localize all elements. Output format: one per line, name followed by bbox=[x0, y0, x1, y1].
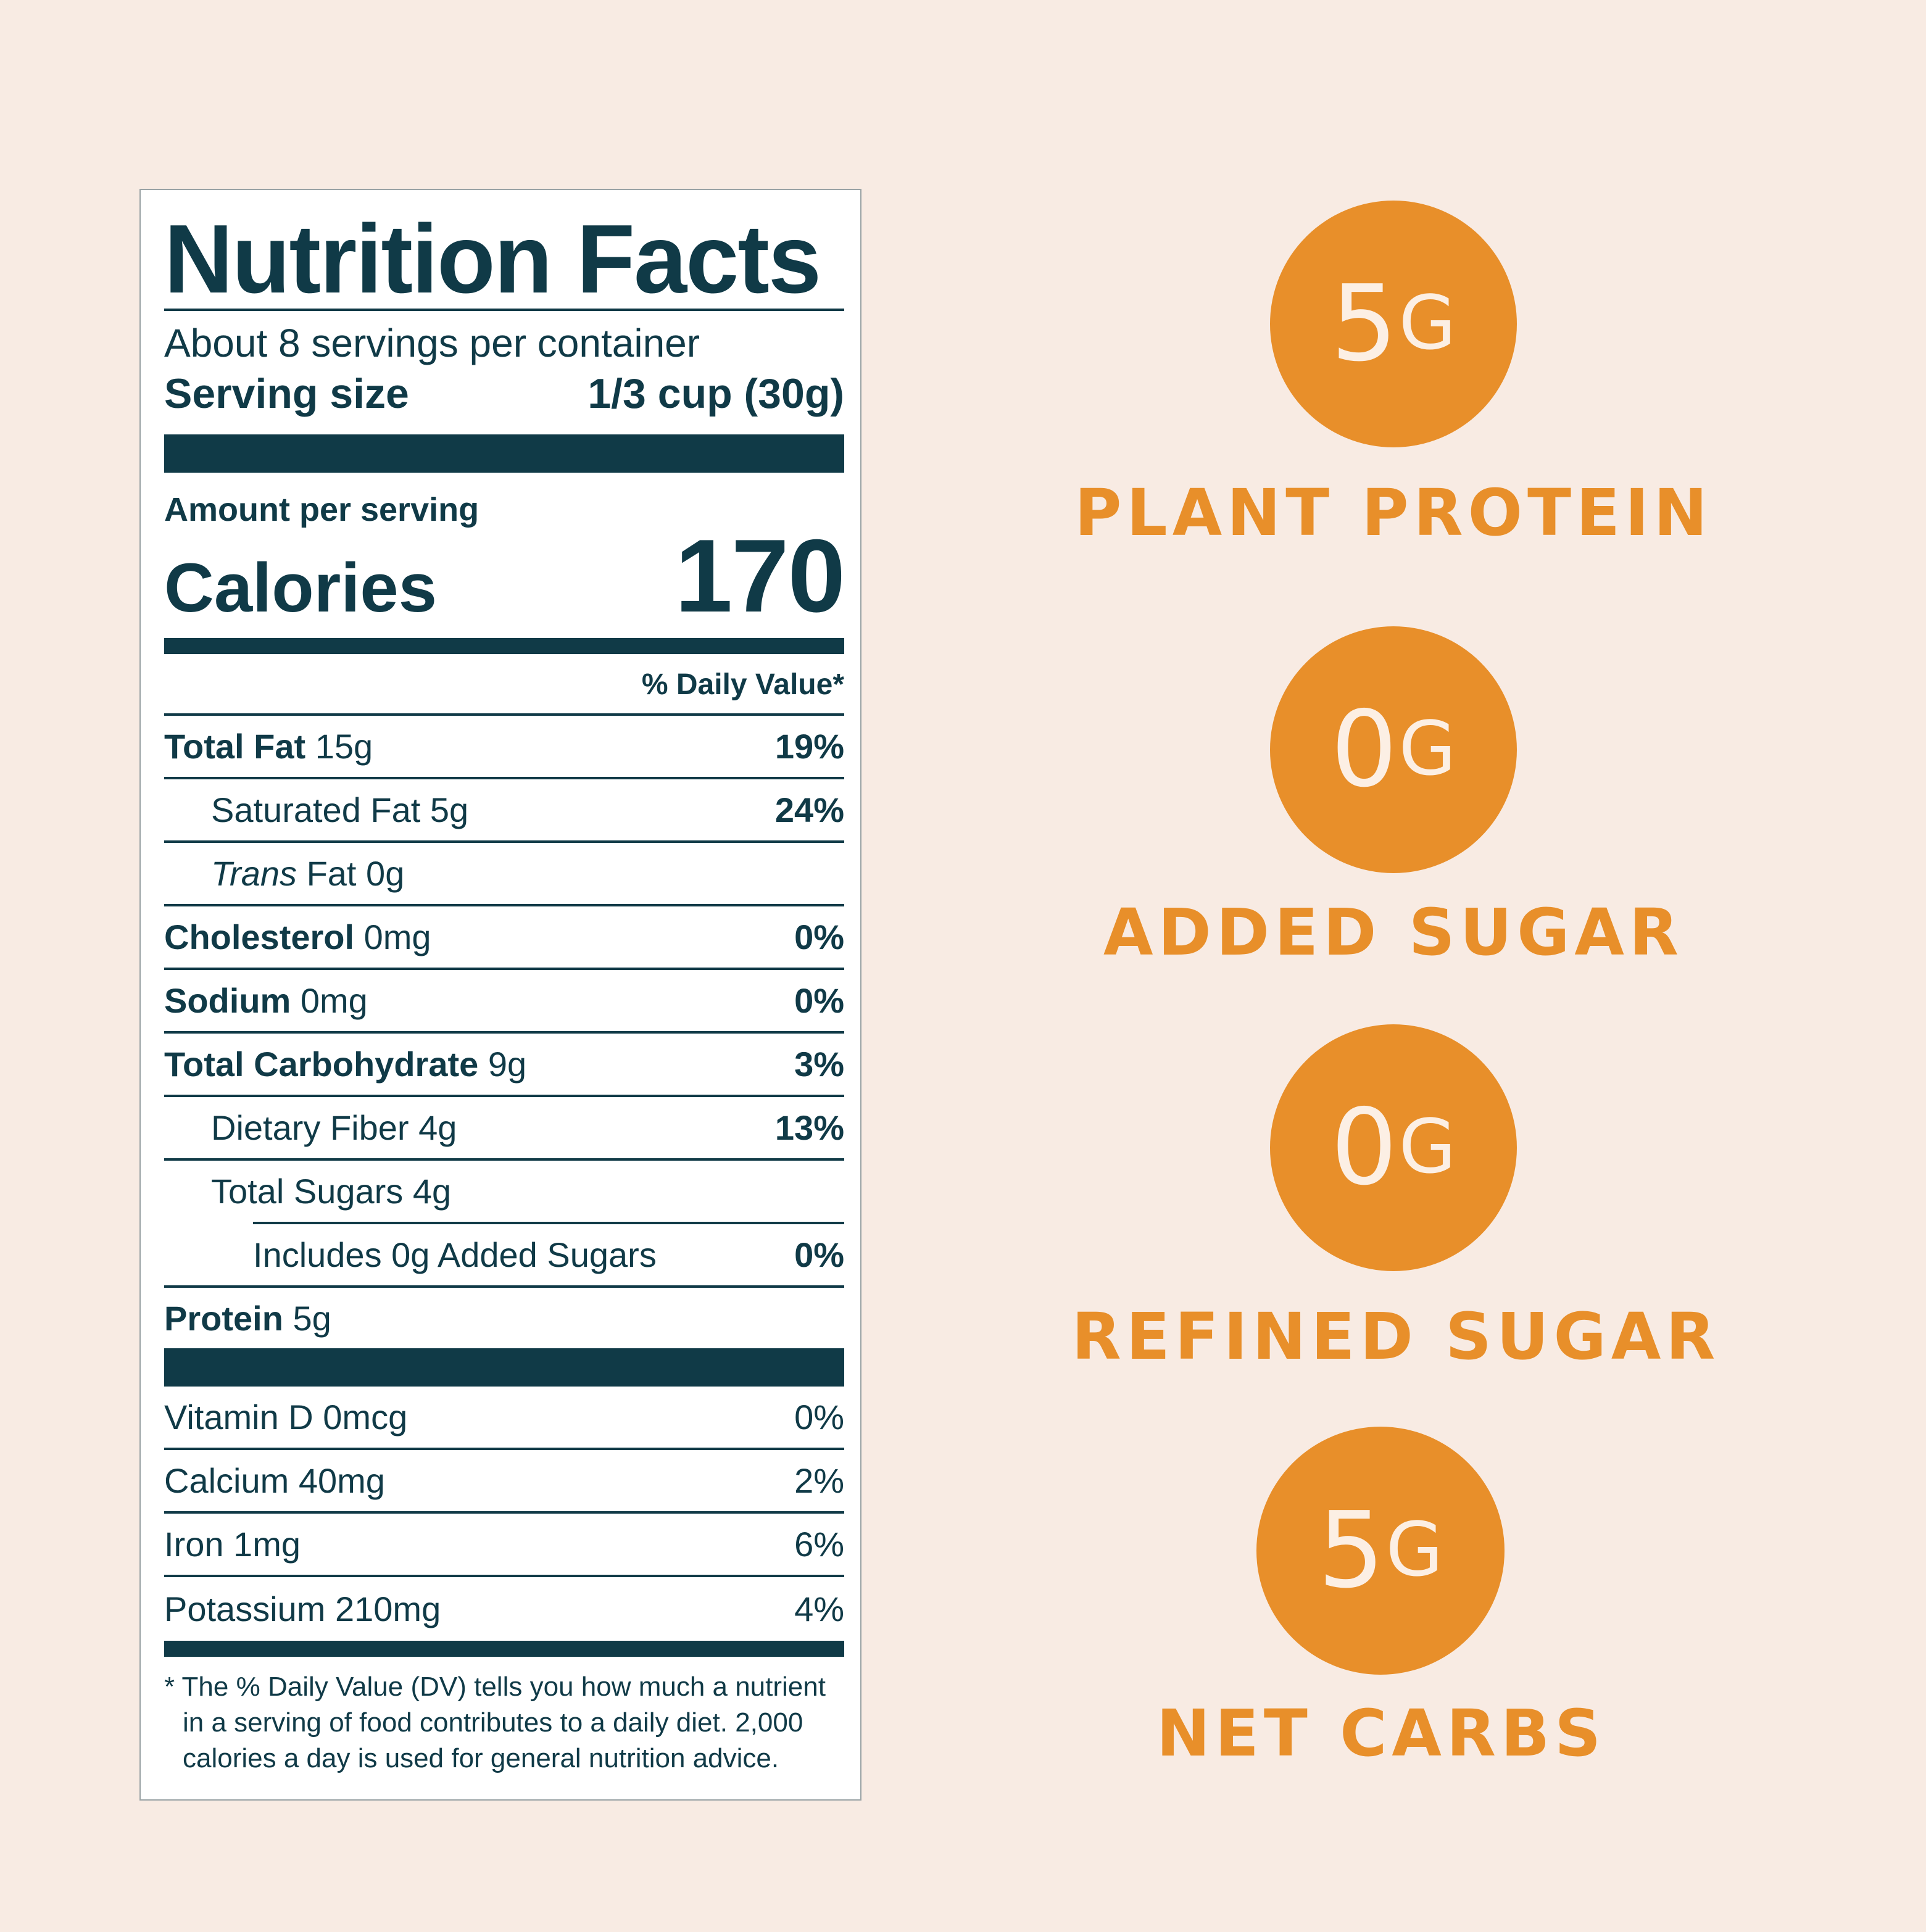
highlight-caption-added-sugar: ADDED SUGAR bbox=[1103, 895, 1684, 970]
nutrient-dv: 13% bbox=[774, 1108, 844, 1147]
divider bbox=[164, 309, 844, 311]
nutrient-row-protein: Protein 5g bbox=[164, 1288, 844, 1348]
nutrient-name: Includes 0g Added Sugars bbox=[253, 1235, 657, 1274]
nutrient-name: Saturated Fat bbox=[211, 790, 421, 829]
nutrient-name: Protein bbox=[164, 1298, 283, 1338]
partial-divider bbox=[253, 1222, 844, 1224]
calories-row: Calories 170 bbox=[164, 518, 845, 634]
highlight-unit: G bbox=[1385, 1507, 1443, 1593]
serving-size-value: 1/3 cup (30g) bbox=[587, 370, 844, 417]
nutrient-dv: 0% bbox=[794, 1235, 844, 1274]
nutrient-name: Cholesterol bbox=[164, 918, 355, 956]
calories-value: 170 bbox=[675, 518, 845, 634]
nutrient-dv: 19% bbox=[774, 727, 844, 766]
nutrient-amount: 5g bbox=[430, 790, 469, 829]
nutrient-name: Dietary Fiber bbox=[211, 1108, 409, 1147]
nutrient-row-trans-fat: Trans Fat 0g bbox=[164, 843, 844, 906]
nutrient-dv: 3% bbox=[794, 1045, 844, 1084]
nutrient-dv: 24% bbox=[774, 790, 844, 829]
thick-divider bbox=[164, 434, 844, 473]
nutrient-name: Total Sugars bbox=[211, 1172, 404, 1211]
highlight-number: 0 bbox=[1330, 689, 1398, 811]
vitamin-row: Vitamin D 0mcg 0% bbox=[164, 1387, 844, 1450]
highlight-caption-protein: PLANT PROTEIN bbox=[1074, 475, 1712, 550]
nutrient-amount: 4g bbox=[412, 1172, 452, 1211]
highlight-number: 5 bbox=[1330, 263, 1398, 385]
vitamin-row: Iron 1mg 6% bbox=[164, 1514, 844, 1577]
medium-divider bbox=[164, 638, 844, 654]
nutrient-name: Total Carbohydrate bbox=[164, 1045, 479, 1084]
nutrient-amount: 5g bbox=[293, 1298, 331, 1338]
nutrient-dv: 0% bbox=[794, 981, 844, 1020]
nutrient-row-total-sugars: Total Sugars 4g bbox=[164, 1161, 844, 1222]
nutrient-row-total-fat: Total Fat 15g 19% bbox=[164, 716, 844, 779]
nutrient-row-dietary-fiber: Dietary Fiber 4g 13% bbox=[164, 1097, 844, 1161]
highlight-caption-refined-sugar: REFINED SUGAR bbox=[1071, 1299, 1721, 1374]
vitamin-dv: 4% bbox=[794, 1590, 844, 1628]
medium-divider bbox=[164, 1641, 844, 1657]
calories-label: Calories bbox=[164, 549, 437, 626]
nutrient-amount: 0mg bbox=[300, 981, 368, 1020]
highlight-caption-net-carbs: NET CARBS bbox=[1156, 1696, 1606, 1771]
nutrient-amount: 0g bbox=[366, 854, 405, 893]
nutrient-name: Sodium bbox=[164, 981, 291, 1020]
nutrient-row-added-sugars: Includes 0g Added Sugars 0% bbox=[164, 1224, 844, 1288]
nutrient-amount: 15g bbox=[315, 727, 373, 766]
nutrient-name: Fat bbox=[306, 854, 357, 893]
nutrient-name-italic: Trans bbox=[211, 854, 297, 893]
nutrient-amount: 0mg bbox=[363, 918, 431, 956]
nutrient-amount: 9g bbox=[488, 1045, 527, 1084]
highlight-unit: G bbox=[1398, 707, 1456, 792]
serving-size-row: Serving size 1/3 cup (30g) bbox=[164, 367, 844, 421]
amount-per-serving: Amount per serving bbox=[164, 491, 479, 528]
vitamin-row: Potassium 210mg 4% bbox=[164, 1577, 844, 1641]
nutrient-row-sodium: Sodium 0mg 0% bbox=[164, 970, 844, 1034]
vitamin-name: Calcium 40mg bbox=[164, 1461, 385, 1500]
vitamin-name: Vitamin D 0mcg bbox=[164, 1398, 408, 1437]
nutrient-row-saturated-fat: Saturated Fat 5g 24% bbox=[164, 779, 844, 843]
footnote: * The % Daily Value (DV) tells you how m… bbox=[164, 1672, 826, 1773]
vitamin-name: Potassium 210mg bbox=[164, 1590, 441, 1628]
nutrient-name: Total Fat bbox=[164, 727, 306, 766]
serving-size-label: Serving size bbox=[164, 370, 409, 417]
vitamin-dv: 0% bbox=[794, 1398, 844, 1437]
vitamin-dv: 6% bbox=[794, 1525, 844, 1564]
highlight-number: 0 bbox=[1330, 1087, 1398, 1209]
nutrient-amount: 4g bbox=[418, 1108, 457, 1147]
highlight-number: 5 bbox=[1318, 1490, 1385, 1612]
nutrient-row-cholesterol: Cholesterol 0mg 0% bbox=[164, 906, 844, 970]
vitamin-dv: 2% bbox=[794, 1461, 844, 1500]
nutrition-facts-panel: Nutrition Facts About 8 servings per con… bbox=[139, 189, 861, 1801]
nutrient-dv: 0% bbox=[794, 918, 844, 956]
thick-divider bbox=[164, 1348, 844, 1387]
daily-value-header: % Daily Value* bbox=[164, 654, 844, 716]
vitamin-row: Calcium 40mg 2% bbox=[164, 1450, 844, 1514]
highlight-unit: G bbox=[1398, 1105, 1456, 1190]
nutrition-facts-title: Nutrition Facts bbox=[164, 205, 821, 313]
vitamin-name: Iron 1mg bbox=[164, 1525, 301, 1564]
servings-per-container: About 8 servings per container bbox=[164, 321, 700, 365]
highlight-unit: G bbox=[1398, 281, 1456, 367]
nutrient-row-total-carbohydrate: Total Carbohydrate 9g 3% bbox=[164, 1034, 844, 1097]
